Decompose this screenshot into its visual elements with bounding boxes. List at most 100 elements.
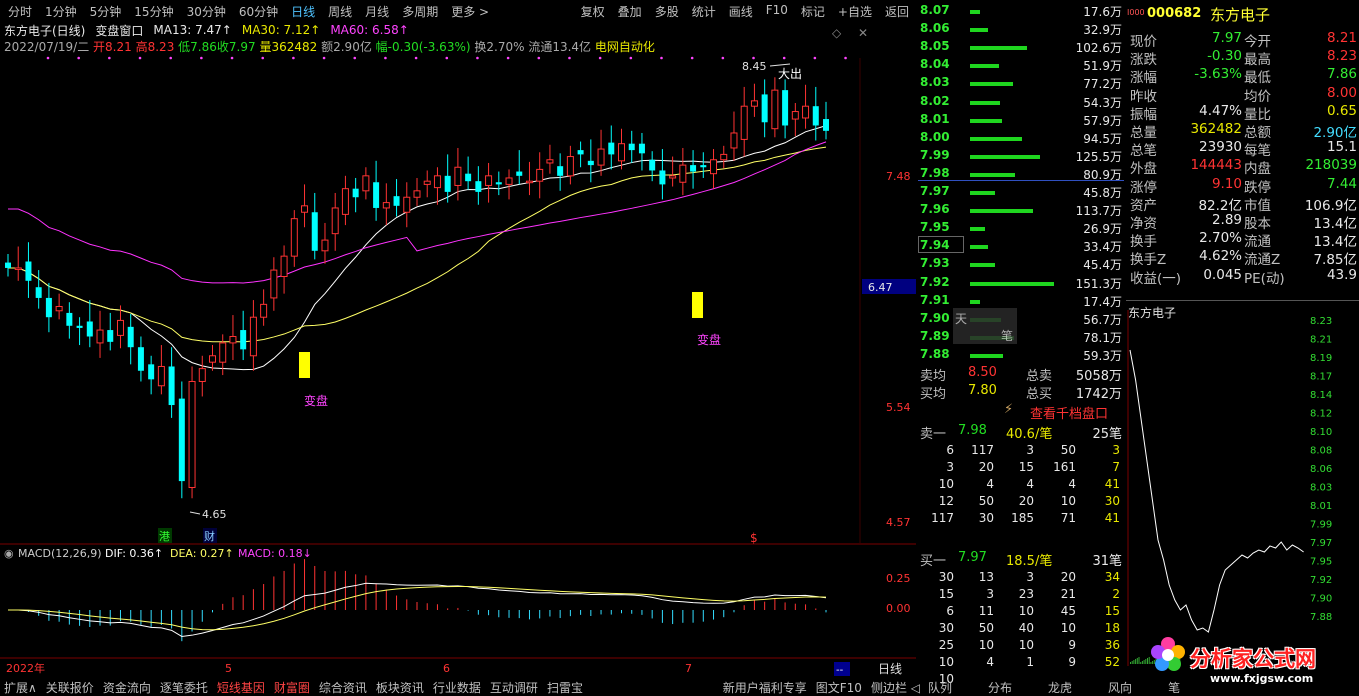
diamond-icon[interactable]: ◇ — [832, 26, 842, 40]
kline-chart[interactable]: 8.45 大出 4.65 变盘 变盘 7.48 6.47 5.54 4.57 港… — [0, 0, 916, 678]
candle[interactable] — [321, 222, 329, 264]
panel-tab-4[interactable]: 笔 — [1168, 681, 1181, 695]
candle[interactable] — [240, 310, 247, 361]
candle[interactable] — [301, 184, 309, 228]
bottom-item-8[interactable]: 行业数据 — [432, 680, 481, 695]
panel-tab-2[interactable]: 龙虎 — [1048, 681, 1073, 695]
candle[interactable] — [362, 167, 370, 200]
candle[interactable] — [76, 317, 83, 346]
period-tab-8[interactable]: 月线 — [365, 4, 390, 19]
candle[interactable] — [433, 167, 441, 205]
depth-link[interactable]: 查看千档盘口 — [1030, 407, 1109, 422]
candle[interactable] — [587, 139, 594, 183]
candle[interactable] — [761, 79, 768, 138]
badge-s[interactable]: $ — [750, 531, 758, 545]
candle[interactable] — [116, 305, 124, 349]
period-tab-3[interactable]: 15分钟 — [134, 4, 174, 19]
ladder-row[interactable]: 7.89 78.1万 — [918, 328, 1124, 346]
ladder-row[interactable]: 7.98 80.9万 — [918, 165, 1124, 183]
chart-title[interactable]: 东方电子(日线) — [4, 23, 86, 38]
candle[interactable] — [710, 149, 718, 189]
ladder-row[interactable]: 7.94 33.4万 — [918, 237, 1124, 255]
candle[interactable] — [720, 145, 728, 169]
candle[interactable] — [505, 169, 513, 200]
panel-tab-0[interactable]: 队列 — [928, 681, 953, 695]
bottom-item-9[interactable]: 互动调研 — [489, 680, 538, 695]
ladder-row[interactable]: 7.95 26.9万 — [918, 219, 1124, 237]
macd-arrow-icon[interactable]: ◉ — [4, 547, 14, 560]
tool-button-4[interactable]: 画线 — [728, 4, 753, 19]
tool-button-6[interactable]: 标记 — [800, 4, 825, 19]
period-tab-4[interactable]: 30分钟 — [186, 4, 226, 19]
candle[interactable] — [475, 166, 482, 205]
candle[interactable] — [311, 192, 318, 260]
selected-price-box[interactable] — [918, 236, 964, 253]
info-sector[interactable]: 电网自动化 — [594, 39, 655, 54]
ladder-row[interactable]: 7.96 113.7万 — [918, 201, 1124, 219]
candle[interactable] — [750, 83, 758, 117]
candle[interactable] — [157, 345, 165, 395]
candle[interactable] — [168, 347, 175, 418]
candle[interactable] — [495, 171, 502, 196]
candle[interactable] — [280, 245, 288, 294]
candle[interactable] — [690, 150, 697, 189]
ladder-row[interactable]: 7.92 151.3万 — [918, 274, 1124, 292]
candle[interactable] — [802, 84, 810, 129]
period-tab-7[interactable]: 周线 — [328, 4, 353, 19]
candle[interactable] — [577, 141, 584, 168]
candle[interactable] — [618, 128, 625, 170]
candle[interactable] — [393, 179, 400, 217]
candle[interactable] — [229, 315, 237, 361]
bottom-right-1[interactable]: 侧边栏 ◁ — [870, 680, 920, 695]
candle[interactable] — [546, 144, 554, 174]
tool-button-2[interactable]: 多股 — [654, 4, 679, 19]
candle[interactable] — [66, 302, 73, 339]
candle[interactable] — [209, 345, 216, 371]
tool-button-7[interactable]: +自选 — [837, 4, 872, 19]
candle[interactable] — [566, 145, 574, 185]
candle[interactable] — [403, 182, 411, 228]
corner-box[interactable] — [834, 662, 850, 676]
candle[interactable] — [444, 154, 451, 203]
badge-cai[interactable]: 财 — [204, 529, 215, 543]
candle[interactable] — [5, 254, 11, 277]
candle[interactable] — [679, 147, 687, 196]
ladder-row[interactable]: 7.99 125.5万 — [918, 147, 1124, 165]
ladder-row[interactable]: 8.02 54.3万 — [918, 93, 1124, 111]
mini-tick-chart[interactable]: 8.23 8.21 8.19 8.17 8.14 8.12 8.10 8.08 8.06 8.03… — [1126, 310, 1359, 677]
period-tab-0[interactable]: 分时 — [8, 4, 33, 19]
candle[interactable] — [413, 177, 421, 206]
candle[interactable] — [557, 153, 564, 191]
ladder-row[interactable]: 7.93 45.4万 — [918, 255, 1124, 273]
bottom-item-4[interactable]: 短线基因 — [216, 680, 265, 695]
candle[interactable] — [373, 160, 380, 221]
candle[interactable] — [740, 86, 748, 157]
candle[interactable] — [791, 102, 799, 137]
stock-code[interactable]: 000682 — [1147, 6, 1202, 21]
ladder-row[interactable]: 7.97 45.8万 — [918, 183, 1124, 201]
ladder-row[interactable]: 7.90 56.7万 — [918, 310, 1124, 328]
bottom-item-10[interactable]: 扫雷宝 — [546, 680, 583, 695]
period-tab-9[interactable]: 多周期 — [402, 4, 439, 19]
candle[interactable] — [536, 152, 544, 199]
candle[interactable] — [352, 177, 359, 213]
tool-button-1[interactable]: 叠加 — [617, 4, 642, 19]
candle[interactable] — [35, 270, 42, 309]
candle[interactable] — [812, 86, 819, 141]
tool-button-0[interactable]: 复权 — [580, 4, 605, 19]
close-icon[interactable]: ✕ — [858, 26, 869, 40]
candle[interactable] — [516, 150, 523, 185]
ladder-row[interactable]: 8.00 94.5万 — [918, 129, 1124, 147]
bottom-right-0[interactable]: 图文F10 — [815, 680, 862, 695]
candle[interactable] — [608, 125, 615, 170]
ladder-row[interactable]: 8.01 57.9万 — [918, 111, 1124, 129]
candle[interactable] — [659, 149, 666, 200]
candle[interactable] — [290, 210, 298, 267]
candle[interactable] — [730, 111, 738, 161]
period-tab-6[interactable]: 日线 — [291, 4, 316, 19]
candle[interactable] — [25, 242, 32, 298]
candle[interactable] — [86, 300, 93, 348]
candle[interactable] — [107, 312, 114, 351]
ladder-row[interactable]: 8.07 17.6万 — [918, 2, 1124, 20]
bottom-item-6[interactable]: 综合资讯 — [318, 680, 367, 695]
